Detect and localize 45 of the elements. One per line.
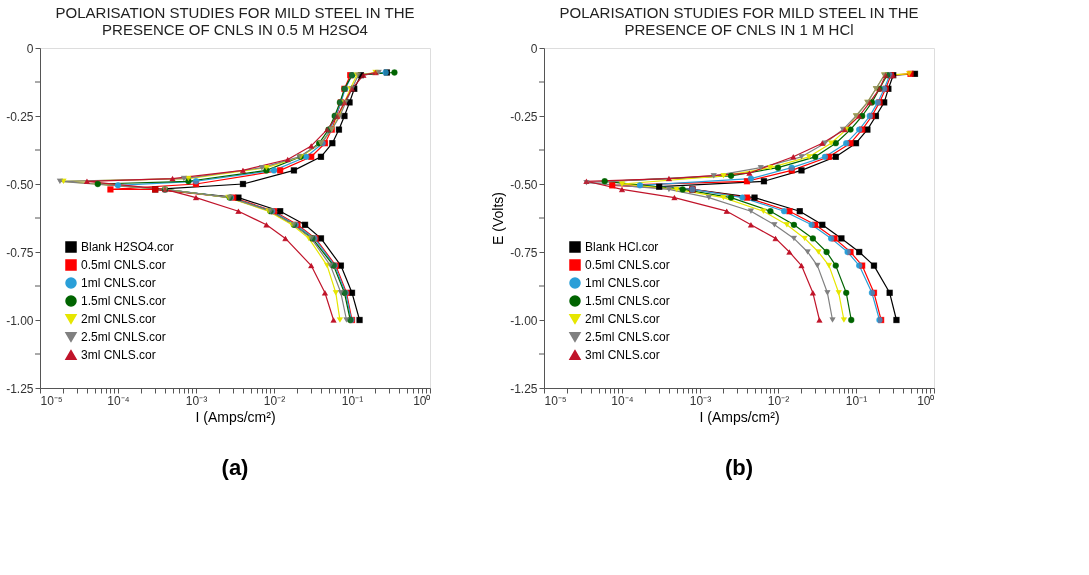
chart-title: POLARISATION STUDIES FOR MILD STEEL IN THE PRESENCE OF CNLS IN 0.5 M H2SO4	[55, 4, 415, 38]
legend-label: Blank HCl.cor	[585, 240, 659, 254]
x-axis-title: I (Amps/cm²)	[699, 408, 780, 425]
x-tick-label: 10⁻⁵	[40, 393, 63, 408]
y-tick-label: -1.25	[6, 381, 34, 396]
legend-label: 3ml CNLS.cor	[585, 348, 660, 362]
x-tick-label: 10⁰	[413, 393, 431, 408]
x-tick-label: 10⁻⁴	[611, 393, 634, 408]
y-tick-label: -0.25	[6, 109, 34, 124]
legend-label: 2.5ml CNLS.cor	[585, 330, 670, 344]
x-tick-label: 10⁻⁵	[544, 393, 567, 408]
text: (b)	[724, 455, 754, 480]
y-tick-label: -1.00	[6, 313, 34, 328]
legend-label: 1.5ml CNLS.cor	[585, 294, 670, 308]
text: (a)	[221, 455, 249, 480]
legend-label: 2ml CNLS.cor	[81, 312, 156, 326]
x-tick-label: 10⁰	[917, 393, 935, 408]
x-tick-label: 10⁻³	[689, 393, 712, 408]
legend-label: 1.5ml CNLS.cor	[81, 294, 166, 308]
legend-label: 0.5ml CNLS.cor	[585, 258, 670, 272]
y-tick-label: -1.25	[510, 381, 538, 396]
legend-label: 3ml CNLS.cor	[81, 348, 156, 362]
y-axis-title: E (Volts)	[490, 192, 507, 245]
legend-label: 1ml CNLS.cor	[585, 276, 660, 290]
x-tick-label: 10⁻¹	[845, 393, 868, 408]
legend-label: 2.5ml CNLS.cor	[81, 330, 166, 344]
y-tick-label: -0.75	[510, 245, 538, 260]
y-tick-label: 0	[26, 41, 34, 56]
y-tick-label: -0.25	[510, 109, 538, 124]
x-tick-label: 10⁻²	[263, 393, 286, 408]
chart-title: POLARISATION STUDIES FOR MILD STEEL IN THE PRESENCE OF CNLS IN 1 M HCl	[559, 4, 919, 38]
x-tick-label: 10⁻³	[185, 393, 208, 408]
x-tick-label: 10⁻⁴	[107, 393, 130, 408]
y-tick-label: -1.00	[510, 313, 538, 328]
y-tick-label: -0.50	[510, 177, 538, 192]
x-tick-label: 10⁻²	[767, 393, 790, 408]
x-tick-label: 10⁻¹	[341, 393, 364, 408]
legend-label: Blank H2SO4.cor	[81, 240, 174, 254]
legend-label: 2ml CNLS.cor	[585, 312, 660, 326]
y-tick-label: -0.75	[6, 245, 34, 260]
legend-label: 1ml CNLS.cor	[81, 276, 156, 290]
y-tick-label: 0	[530, 41, 538, 56]
x-axis-title: I (Amps/cm²)	[195, 408, 276, 425]
y-tick-label: -0.50	[6, 177, 34, 192]
legend-label: 0.5ml CNLS.cor	[81, 258, 166, 272]
